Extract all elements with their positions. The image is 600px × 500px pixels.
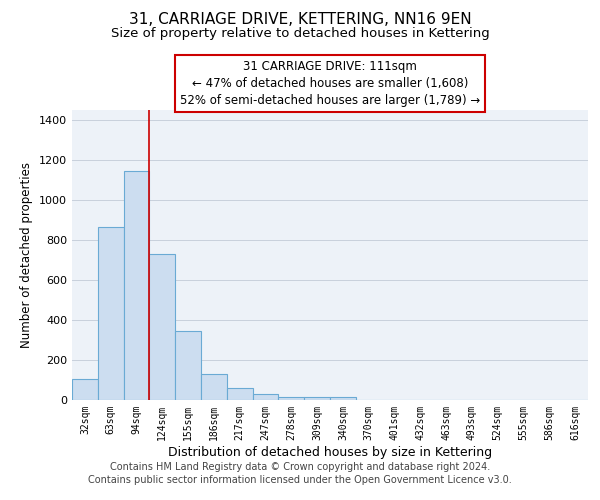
- Bar: [72, 378, 98, 400]
- Bar: [124, 172, 149, 400]
- Text: 31 CARRIAGE DRIVE: 111sqm
← 47% of detached houses are smaller (1,608)
52% of se: 31 CARRIAGE DRIVE: 111sqm ← 47% of detac…: [180, 60, 480, 107]
- Bar: [253, 394, 278, 400]
- Bar: [330, 396, 356, 400]
- Bar: [149, 254, 175, 400]
- Text: Contains public sector information licensed under the Open Government Licence v3: Contains public sector information licen…: [88, 475, 512, 485]
- Text: 31, CARRIAGE DRIVE, KETTERING, NN16 9EN: 31, CARRIAGE DRIVE, KETTERING, NN16 9EN: [128, 12, 472, 28]
- Y-axis label: Number of detached properties: Number of detached properties: [20, 162, 34, 348]
- X-axis label: Distribution of detached houses by size in Kettering: Distribution of detached houses by size …: [168, 446, 492, 458]
- Text: Size of property relative to detached houses in Kettering: Size of property relative to detached ho…: [110, 28, 490, 40]
- Bar: [278, 396, 304, 400]
- Bar: [201, 374, 227, 400]
- Bar: [175, 332, 201, 400]
- Bar: [98, 228, 124, 400]
- Bar: [227, 388, 253, 400]
- Text: Contains HM Land Registry data © Crown copyright and database right 2024.: Contains HM Land Registry data © Crown c…: [110, 462, 490, 472]
- Bar: [304, 396, 330, 400]
